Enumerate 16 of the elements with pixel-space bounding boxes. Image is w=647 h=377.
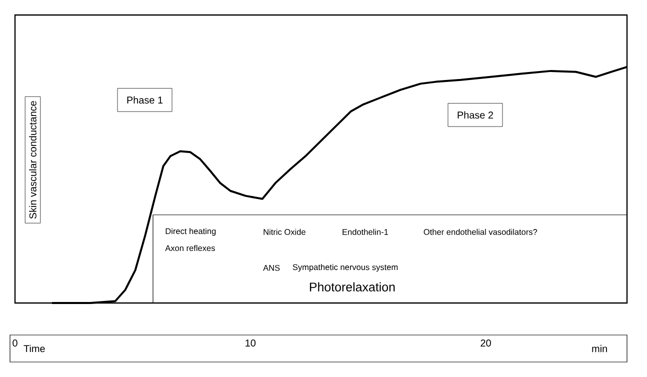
x-tick-label: 0 <box>12 340 18 347</box>
annotation: Sympathetic nervous system <box>292 264 398 272</box>
annotation: Phase 1 <box>127 96 163 104</box>
x-axis-title: Time <box>24 344 45 352</box>
annotation: Endothelin-1 <box>342 228 388 235</box>
annotation: Photorelaxation <box>310 282 395 292</box>
annotation: Other endothelial vasodilators? <box>424 228 538 235</box>
x-tick-label: 20 <box>480 340 491 347</box>
annotation: ANS <box>263 264 280 271</box>
annotation: Direct heating <box>166 228 216 236</box>
annotation: Nitric Oxide <box>264 228 306 235</box>
text: min <box>592 344 607 352</box>
annotation: Axon reflexes <box>165 244 215 252</box>
y-axis-title: Skin vascular conductance <box>29 101 36 219</box>
annotation: Phase 2 <box>458 111 494 119</box>
x-tick-label: 10 <box>246 340 256 347</box>
